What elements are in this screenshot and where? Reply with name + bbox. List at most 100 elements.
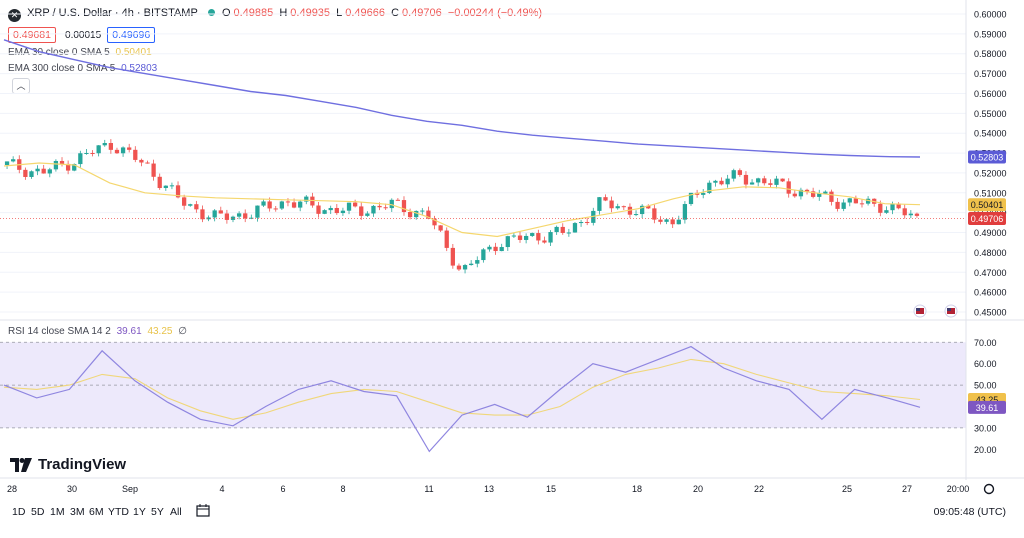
candle-body [255,205,260,218]
candle-body [188,204,193,206]
price-chart[interactable]: 0.60000 0.59000 0.58000 0.57000 0.56000 0.550… [0,0,1024,500]
timeframe-5d[interactable]: 5D [31,506,45,518]
tradingview-logo-text: TradingView [38,456,127,473]
candle-body [35,168,40,172]
candle-body [640,205,645,215]
timeframe-3m[interactable]: 3M [70,506,85,518]
time-tick-label: 20 [693,484,703,494]
candle-body [627,206,633,215]
candle-body [249,217,254,219]
event-flag-canton [916,308,920,311]
candle-body [359,206,364,216]
sell-price-button[interactable]: 0.49681 [8,27,56,43]
candle-body [243,213,248,219]
candle-body [304,196,309,202]
candle-body [334,207,339,214]
date-range-icon[interactable] [196,504,210,520]
rsi-legend[interactable]: RSI 14 close SMA 14 2 39.61 43.25 ∅ [8,326,190,337]
symbol-title[interactable]: XRP / U.S. Dollar · 4h · BITSTAMP [27,7,198,19]
candle-body [114,149,120,154]
rsi-label: RSI 14 close SMA 14 2 [8,326,111,337]
spread-value: 0.00015 [65,30,102,41]
price-grid [0,13,966,313]
price-tick-label: 0.56000 [974,89,1007,99]
candle-body [322,210,327,214]
symbol-header: ✕ XRP / U.S. Dollar · 4h · BITSTAMP O 0.4… [8,7,545,22]
candle-body [291,202,297,208]
price-tick-label: 0.45000 [974,308,1007,318]
candle-body [798,189,804,197]
candle-body [462,265,468,270]
candle-body [749,182,755,185]
candle-body [401,200,407,213]
candle-body [395,199,401,201]
timeframe-5y[interactable]: 5Y [151,506,164,518]
candlestick-series [4,139,920,274]
candle-body [212,210,217,218]
price-tick-label: 0.55000 [974,109,1007,119]
candle-body [701,192,706,195]
timeframe-1m[interactable]: 1M [50,506,65,518]
candle-body [346,202,352,211]
candle-body [426,210,431,219]
candle-body [200,209,205,220]
candle-body [273,208,278,210]
candle-body [59,160,65,164]
candle-body [224,213,230,220]
market-status-dot [207,9,215,16]
candle-body [572,223,578,233]
candle-body [774,178,779,185]
rsi-extra-value: ∅ [178,326,187,337]
timeframe-1d[interactable]: 1D [12,506,26,518]
candle-body [279,201,284,209]
candle-body [548,232,553,243]
buy-price-button[interactable]: 0.49696 [107,27,156,43]
candle-body [84,152,89,154]
candle-body [298,201,303,208]
candle-body [609,200,614,209]
candle-body [469,263,474,266]
candle-body [127,147,132,150]
candle-body [707,182,712,193]
timeframe-all[interactable]: All [170,506,182,518]
ema30-legend[interactable]: EMA 30 close 0 SMA 5 0.50401 [8,47,155,58]
candle-body [438,225,443,231]
time-tick-label: 18 [632,484,642,494]
tradingview-logo-icon [10,457,32,472]
price-tick-label: 0.58000 [974,49,1007,59]
candle-body [511,235,517,237]
candle-body [676,219,681,225]
ema300-legend[interactable]: EMA 300 close 0 SMA 5 0.52803 [8,63,160,74]
timeframe-6m[interactable]: 6M [89,506,104,518]
tradingview-logo[interactable]: TradingView [10,456,126,473]
candle-body [688,192,694,205]
time-tick-label: 4 [219,484,224,494]
time-tick-label: 27 [902,484,912,494]
candle-body [78,153,83,165]
candle-body [29,171,34,177]
candle-body [41,168,46,174]
price-badge: 0.52803 [971,152,1004,162]
candle-body [823,191,828,194]
timeframe-1y[interactable]: 1Y [133,506,146,518]
candle-body [768,183,773,185]
candle-body [859,203,865,205]
close-value: 0.49706 [402,7,442,19]
price-badge: 0.49706 [971,214,1004,224]
xrp-icon: ✕ [8,9,21,22]
price-tick-label: 0.48000 [974,248,1007,258]
timeframe-ytd[interactable]: YTD [108,506,129,518]
candle-body [853,198,859,204]
candle-body [102,143,107,146]
candle-body [340,210,346,214]
utc-clock[interactable]: 09:05:48 (UTC) [933,506,1006,518]
time-tick-label: 22 [754,484,764,494]
candle-body [133,149,138,160]
rsi-tick-label: 50.00 [974,381,997,391]
candle-body [603,197,608,201]
candle-body [352,202,358,207]
candle-body [908,213,913,216]
close-label: C [391,7,400,19]
rsi-badge: 39.61 [976,403,999,413]
